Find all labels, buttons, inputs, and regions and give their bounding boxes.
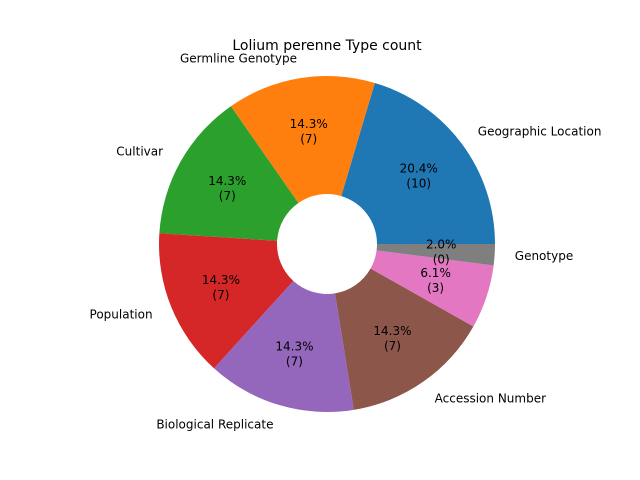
slice-category-label: Accession Number	[435, 391, 546, 405]
slice-count-label: (7)	[384, 339, 401, 353]
chart-title: Lolium perenne Type count	[232, 38, 422, 54]
slice-category-label: Germline Genotype	[180, 51, 297, 65]
slice-category-label: Cultivar	[116, 145, 163, 159]
pie-slice	[214, 281, 354, 412]
pie-slice	[341, 82, 495, 244]
pie-slice	[376, 244, 496, 266]
slice-count-label: (10)	[406, 177, 431, 191]
pie-slice	[370, 250, 494, 327]
slice-percent-label: 2.0%	[426, 237, 457, 251]
slice-percent-label: 14.3%	[202, 273, 240, 287]
pie-slice	[334, 268, 474, 410]
slice-category-label: Biological Replicate	[156, 417, 273, 431]
pie-slices	[159, 75, 496, 412]
pie-slice	[159, 106, 299, 241]
slice-percent-label: 14.3%	[290, 117, 328, 131]
slice-count-label: (0)	[433, 252, 450, 266]
pie-labels: Geographic Location 20.4%(10) Germline Gen…	[90, 51, 602, 431]
slice-percent-label: 14.3%	[275, 340, 313, 354]
slice-percent-label: 6.1%	[420, 266, 451, 280]
slice-percent-label: 20.4%	[400, 162, 438, 176]
slice-count-label: (7)	[286, 355, 303, 369]
slice-count-label: (7)	[219, 189, 236, 203]
slice-count-label: (7)	[300, 132, 317, 146]
pie-slice	[230, 75, 375, 203]
slice-category-label: Geographic Location	[478, 124, 602, 138]
slice-percent-label: 14.3%	[208, 174, 246, 188]
slice-percent-label: 14.3%	[373, 324, 411, 338]
slice-count-label: (3)	[427, 281, 444, 295]
pie-slice	[159, 233, 294, 369]
slice-category-label: Population	[90, 308, 153, 322]
slice-count-label: (7)	[212, 288, 229, 302]
slice-category-label: Genotype	[515, 249, 573, 263]
